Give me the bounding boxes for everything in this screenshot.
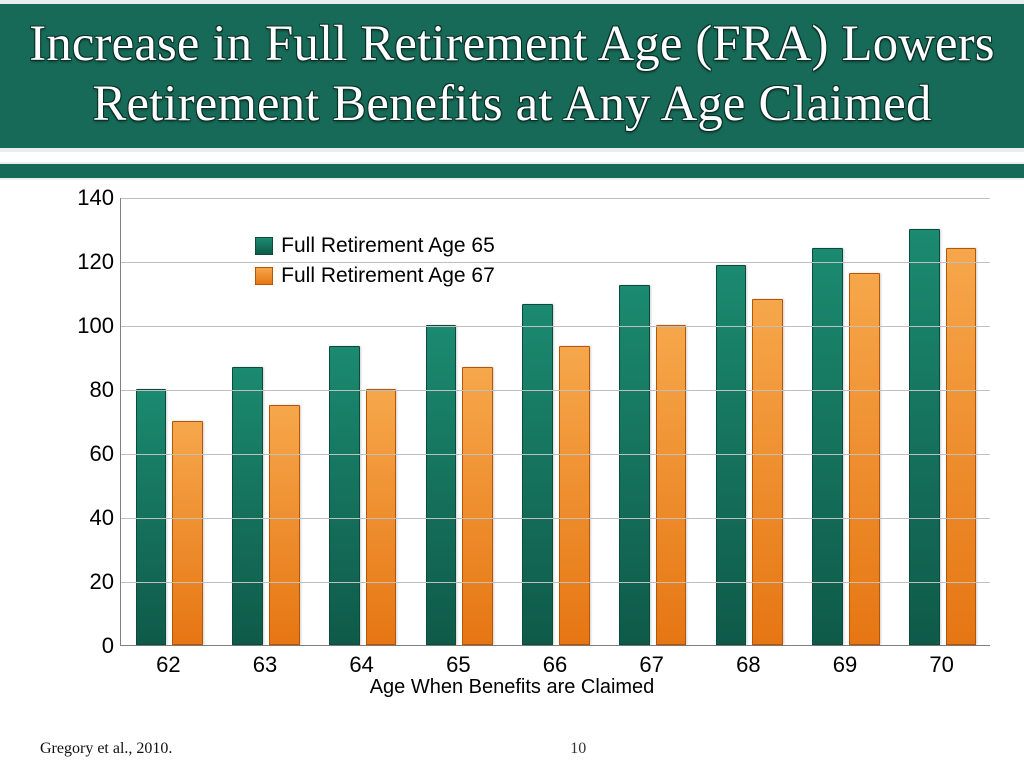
bar	[329, 346, 360, 645]
x-tick-label: 70	[929, 652, 953, 678]
legend-label-1: Full Retirement Age 67	[281, 264, 495, 288]
title-banner: Increase in Full Retirement Age (FRA) Lo…	[0, 0, 1024, 152]
legend-label-0: Full Retirement Age 65	[281, 234, 495, 258]
x-tick-label: 65	[446, 652, 470, 678]
bar	[559, 346, 590, 645]
bar	[656, 325, 687, 645]
gridline	[121, 262, 990, 263]
bar	[462, 367, 493, 644]
gridline	[121, 454, 990, 455]
decorative-stripe	[0, 162, 1024, 180]
page-number: 10	[570, 740, 586, 757]
plot-area: Full Retirement Age 65 Full Retirement A…	[120, 198, 990, 646]
legend-swatch-0	[255, 237, 273, 255]
x-tick-label: 64	[349, 652, 373, 678]
x-tick-label: 66	[543, 652, 567, 678]
y-tick-labels: 020406080100120140	[68, 198, 114, 646]
bar	[812, 248, 843, 645]
x-tick-label: 63	[253, 652, 277, 678]
footer: Gregory et al., 2010. 10	[0, 740, 1024, 758]
bar	[849, 273, 880, 644]
bar	[619, 285, 650, 645]
bar	[752, 299, 783, 645]
source-citation: Gregory et al., 2010.	[40, 740, 172, 758]
chart: Percent of Full Benefit Payable 02040608…	[30, 198, 994, 699]
y-tick-label: 80	[68, 377, 114, 403]
bar	[946, 248, 977, 645]
x-axis-title: Age When Benefits are Claimed	[30, 676, 994, 699]
gridline	[121, 326, 990, 327]
x-tick-label: 67	[639, 652, 663, 678]
gridline	[121, 390, 990, 391]
gridline	[121, 582, 990, 583]
slide-title: Increase in Full Retirement Age (FRA) Lo…	[12, 14, 1012, 134]
y-tick-label: 0	[68, 633, 114, 659]
x-tick-label: 62	[156, 652, 180, 678]
bar	[522, 304, 553, 645]
bar	[716, 265, 747, 644]
y-tick-label: 100	[68, 313, 114, 339]
bar	[269, 405, 300, 645]
legend-item-0: Full Retirement Age 65	[255, 234, 495, 258]
bar	[366, 389, 397, 645]
y-tick-label: 40	[68, 505, 114, 531]
gridline	[121, 518, 990, 519]
slide-title-line1: Increase in Full Retirement Age (FRA) Lo…	[12, 14, 1012, 74]
bar	[426, 325, 457, 645]
y-tick-label: 120	[68, 249, 114, 275]
x-tick-label: 68	[736, 652, 760, 678]
x-tick-labels: 626364656667686970	[120, 646, 990, 674]
y-tick-label: 20	[68, 569, 114, 595]
legend-swatch-1	[255, 267, 273, 285]
y-tick-label: 140	[68, 185, 114, 211]
y-tick-label: 60	[68, 441, 114, 467]
gridline	[121, 198, 990, 199]
x-tick-label: 69	[833, 652, 857, 678]
legend-item-1: Full Retirement Age 67	[255, 264, 495, 288]
plot-frame: 020406080100120140 Full Retirement Age 6…	[120, 198, 990, 646]
bar	[232, 367, 263, 644]
slide-title-line2: Retirement Benefits at Any Age Claimed	[12, 74, 1012, 134]
bar	[136, 389, 167, 645]
